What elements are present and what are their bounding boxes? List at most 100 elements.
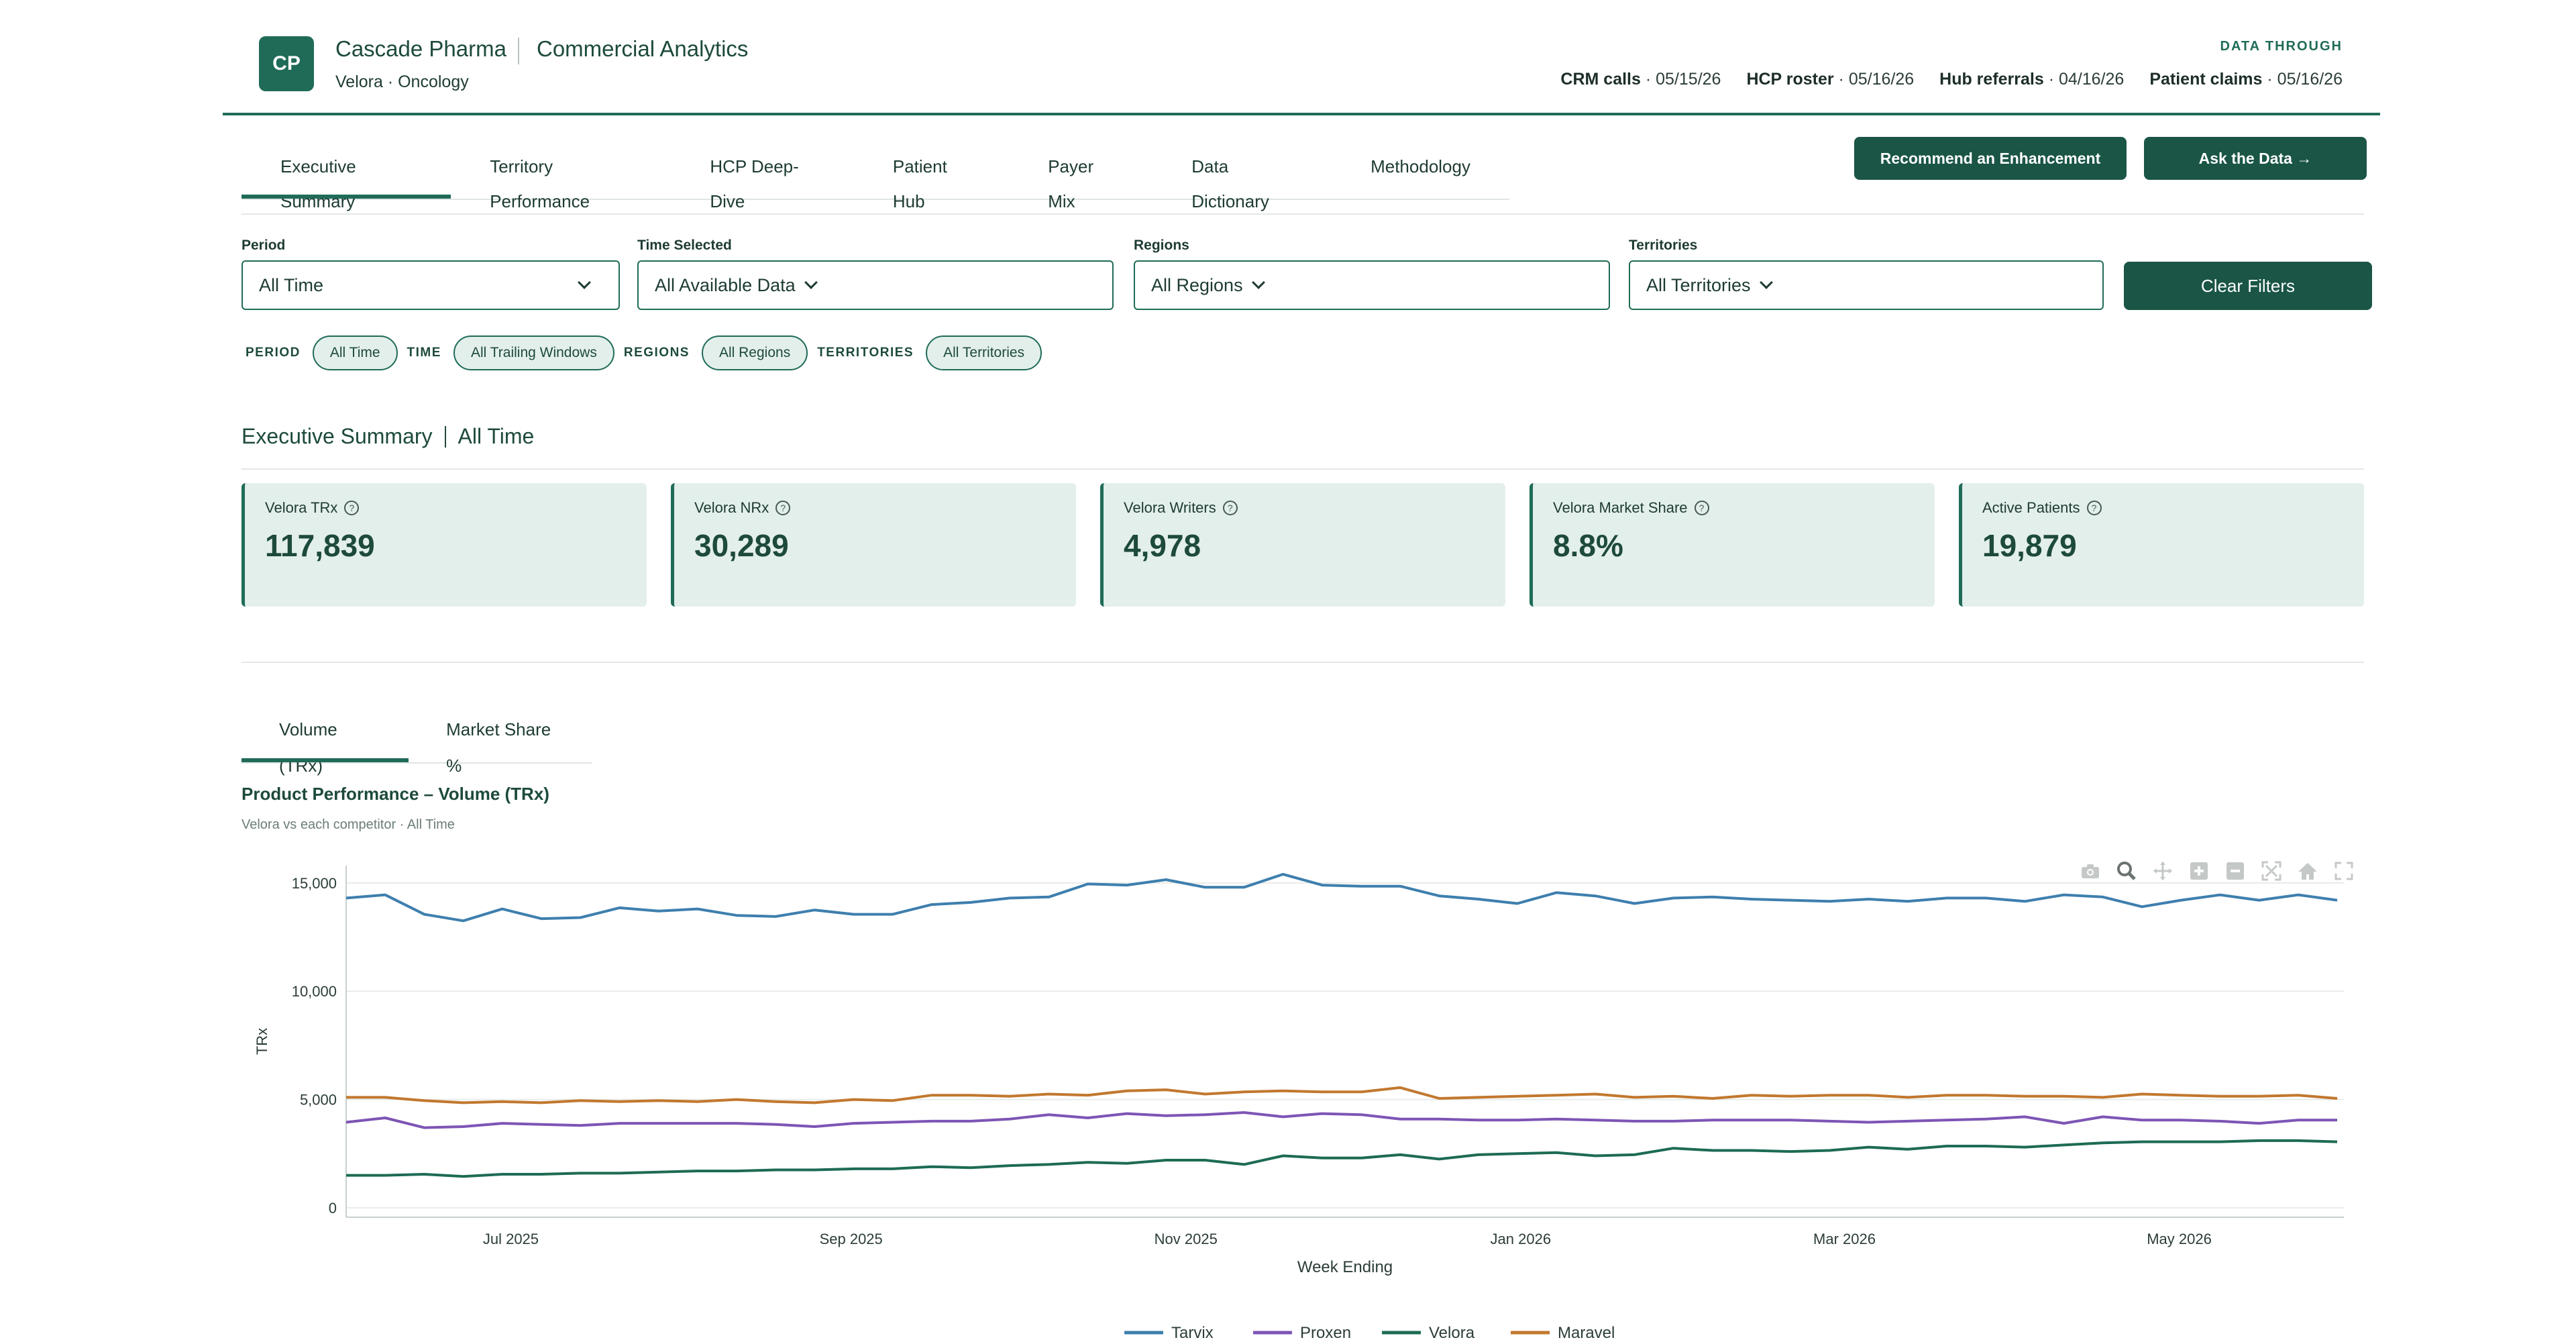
kpi-value: 4,978 — [1124, 528, 1201, 563]
kpi-value: 30,289 — [694, 528, 789, 563]
autoscale-icon[interactable] — [2261, 860, 2282, 882]
territories-select[interactable]: All Territories — [1629, 260, 2104, 310]
help-icon[interactable]: ? — [775, 501, 791, 515]
time-selected-select[interactable]: All Available Data — [637, 260, 1114, 310]
chip-territories[interactable]: All Territories — [926, 336, 1042, 370]
kpi-value: 117,839 — [265, 528, 375, 563]
clear-filters-button[interactable]: Clear Filters — [2124, 262, 2372, 310]
x-tick-label: Jan 2026 — [1491, 1231, 1552, 1247]
x-tick-label: Jul 2025 — [483, 1231, 539, 1247]
y-tick-label: 15,000 — [292, 875, 337, 892]
ask-the-data-button[interactable]: Ask the Data → — [2144, 137, 2367, 180]
kpi-label: Active Patients? — [1982, 499, 2102, 517]
main-tabs: Executive Summary Territory Performance … — [241, 149, 1509, 211]
chip-label-regions: REGIONS — [623, 346, 690, 360]
tab-market-share[interactable]: Market Share % — [446, 719, 551, 776]
tab-volume-trx[interactable]: Volume (TRx) — [241, 711, 409, 776]
source-claims: Patient claims · 05/16/26 — [2149, 70, 2343, 89]
chip-label-territories: TERRITORIES — [817, 346, 914, 360]
territories-value: All Territories — [1646, 274, 1751, 295]
tab-data-dictionary[interactable]: Data Dictionary — [1191, 156, 1269, 211]
regions-select[interactable]: All Regions — [1134, 260, 1610, 310]
header-rule — [223, 113, 2380, 115]
kpi-value: 19,879 — [1982, 528, 2077, 563]
help-icon[interactable]: ? — [2086, 501, 2102, 515]
series-line-proxen — [345, 1111, 2337, 1129]
legend-label-velora: Velora — [1429, 1324, 1475, 1342]
x-tick-label: Nov 2025 — [1155, 1231, 1218, 1247]
section-divider — [444, 425, 446, 448]
tab-payer-mix[interactable]: Payer Mix — [1048, 156, 1094, 211]
legend-label-tarvix: Tarvix — [1171, 1324, 1214, 1342]
zoom-out-icon[interactable] — [2224, 860, 2246, 882]
source-crm: CRM calls · 05/15/26 — [1560, 70, 1721, 89]
product-subtitle: Velora · Oncology — [335, 72, 469, 91]
regions-label: Regions — [1134, 238, 1189, 253]
fullscreen-icon[interactable] — [2333, 860, 2355, 882]
zoom-icon[interactable] — [2116, 860, 2137, 882]
divider — [241, 662, 2364, 663]
y-tick-label: 10,000 — [292, 983, 337, 1000]
company-logo: CP — [259, 36, 314, 91]
period-select[interactable]: All Time — [241, 260, 620, 310]
title-divider — [518, 38, 519, 64]
chevron-down-icon — [578, 276, 591, 289]
chart-subtitle: Velora vs each competitor · All Time — [241, 817, 455, 832]
divider — [241, 213, 2364, 215]
kpi-label: Velora Market Share? — [1553, 499, 1709, 517]
tab-executive-summary[interactable]: Executive Summary — [241, 149, 451, 211]
source-hub: Hub referrals · 04/16/26 — [1939, 70, 2125, 89]
tab-territory-performance[interactable]: Territory Performance — [490, 156, 590, 211]
active-filter-chips: PERIOD All Time TIME All Trailing Window… — [246, 336, 1042, 370]
x-axis-title: Week Ending — [1297, 1258, 1393, 1276]
chart-tabs: Volume (TRx) Market Share % — [241, 711, 592, 776]
help-icon[interactable]: ? — [1222, 501, 1238, 515]
divider — [241, 468, 2364, 470]
kpi-card-active-patients: Active Patients? 19,879 — [1959, 483, 2364, 607]
help-icon[interactable]: ? — [344, 501, 360, 515]
company-name: Cascade Pharma — [335, 36, 506, 61]
time-selected-label: Time Selected — [637, 238, 732, 253]
chart-title: Product Performance – Volume (TRx) — [241, 784, 549, 804]
period-label: Period — [241, 238, 286, 253]
section-title: Executive Summary All Time — [241, 424, 534, 449]
kpi-card-velora-trx: Velora TRx? 117,839 — [241, 483, 647, 607]
series-line-velora — [346, 1139, 2338, 1178]
chip-label-period: PERIOD — [246, 346, 301, 360]
regions-value: All Regions — [1151, 274, 1243, 295]
camera-icon[interactable] — [2080, 860, 2101, 882]
kpi-card-velora-writers: Velora Writers? 4,978 — [1100, 483, 1505, 607]
legend-label-maravel: Maravel — [1558, 1324, 1615, 1342]
logo-text: CP — [272, 52, 301, 74]
app-title: Commercial Analytics — [537, 36, 749, 61]
data-freshness-list: CRM calls · 05/15/26 HCP roster · 05/16/… — [1560, 70, 2343, 89]
kpi-label: Velora TRx? — [265, 499, 360, 517]
source-hcp: HCP roster · 05/16/26 — [1746, 70, 1915, 89]
chip-regions[interactable]: All Regions — [701, 336, 808, 370]
kpi-label: Velora NRx? — [694, 499, 791, 517]
data-through-label: DATA THROUGH — [2220, 39, 2343, 54]
chip-time[interactable]: All Trailing Windows — [453, 336, 614, 370]
section-period: All Time — [458, 424, 535, 448]
tab-hcp-deep-dive[interactable]: HCP Deep-Dive — [710, 156, 799, 211]
chevron-down-icon — [804, 276, 818, 289]
recommend-enhancement-button[interactable]: Recommend an Enhancement — [1854, 137, 2127, 180]
period-value: All Time — [259, 274, 324, 295]
zoom-in-icon[interactable] — [2188, 860, 2210, 882]
help-icon[interactable]: ? — [1694, 501, 1709, 515]
kpi-label: Velora Writers? — [1124, 499, 1238, 517]
tab-patient-hub[interactable]: Patient Hub — [892, 156, 947, 211]
x-tick-label: Sep 2025 — [820, 1231, 883, 1247]
time-selected-value: All Available Data — [655, 274, 796, 295]
territories-label: Territories — [1629, 238, 1698, 253]
x-tick-label: May 2026 — [2147, 1231, 2212, 1247]
legend-label-proxen: Proxen — [1300, 1324, 1351, 1342]
y-tick-label: 0 — [329, 1200, 337, 1217]
home-icon[interactable] — [2297, 860, 2318, 882]
tab-methodology[interactable]: Methodology — [1371, 156, 1470, 176]
chip-period[interactable]: All Time — [312, 336, 398, 370]
pan-icon[interactable] — [2152, 860, 2174, 882]
kpi-card-velora-nrx: Velora NRx? 30,289 — [671, 483, 1076, 607]
section-name: Executive Summary — [241, 424, 433, 448]
